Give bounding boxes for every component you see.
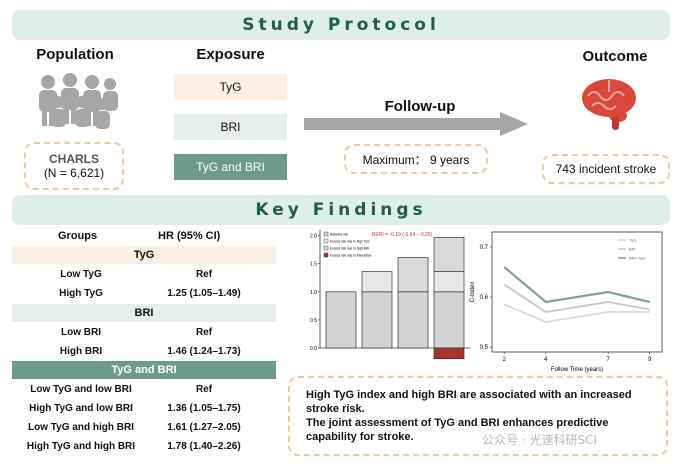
line-xlabel: Follow Time (years) xyxy=(551,367,603,373)
row-hr: 1.25 (1.05–1.49) xyxy=(167,288,241,299)
bar-y-tick-label: 2.0 xyxy=(310,234,317,240)
bar-y-tick-label: 0.0 xyxy=(310,346,317,352)
exposure-tyg-and-bri: TyG and BRI xyxy=(174,154,287,180)
arrow-icon xyxy=(304,112,528,136)
line-y-tick-label: 0.7 xyxy=(480,245,489,251)
table-row: Low TyG Ref xyxy=(12,265,276,285)
row-group: High TyG xyxy=(59,288,103,299)
line-x-tick-label: 4 xyxy=(544,357,548,363)
exposure-bri: BRI xyxy=(174,114,287,140)
watermark: 公众号 · 光速科研SCI xyxy=(482,433,597,447)
finding-1: High TyG index and high BRI are associat… xyxy=(306,389,632,415)
bar-segment-interaction xyxy=(433,347,465,360)
table-row: Low TyG and high BRI 1.61 (1.27–2.05) xyxy=(12,418,276,438)
line-legend-label: BRI+TyG xyxy=(629,256,645,261)
table-row: Low BRI Ref xyxy=(12,323,276,343)
line-series-bri-tyg xyxy=(503,266,651,304)
bar-legend-swatch xyxy=(323,245,329,251)
row-group: High TyG and high BRI xyxy=(26,441,136,452)
bar-segment-baseline xyxy=(397,291,429,349)
bar-legend-swatch xyxy=(323,238,329,244)
row-hr: 1.78 (1.40–2.26) xyxy=(167,441,241,452)
table-header: Groups HR (95% CI) xyxy=(12,228,276,244)
line-series-bri xyxy=(503,283,650,313)
followup-title: Follow-up xyxy=(384,98,456,115)
bar-y-tick-label: 0.5 xyxy=(310,318,317,324)
row-hr: Ref xyxy=(195,269,213,280)
table-section-tyg: TyG xyxy=(12,246,276,264)
bar-legend-swatch xyxy=(323,252,329,258)
table-row: High BRI 1.46 (1.24–1.73) xyxy=(12,342,276,362)
people-icon xyxy=(39,73,118,129)
row-hr: 1.61 (1.27–2.05) xyxy=(167,422,241,433)
bar-y-tick-label: 1.0 xyxy=(310,290,317,296)
bar-legend-label: Excess risk due to high TyG xyxy=(330,240,370,244)
study-protocol-banner: Study Protocol xyxy=(12,10,670,40)
finding-2: The joint assessment of TyG and BRI enha… xyxy=(306,417,609,443)
bar-y-tick-label: 1.5 xyxy=(310,262,317,268)
table-row: High TyG and high BRI 1.78 (1.40–2.26) xyxy=(12,437,276,457)
row-group: High BRI xyxy=(59,346,103,357)
table-header-groups: Groups xyxy=(58,230,98,242)
row-group: Low TyG and low BRI xyxy=(30,384,132,395)
bar-segment-bri xyxy=(433,236,465,272)
study-protocol-title: Study Protocol xyxy=(242,15,440,35)
bar-legend-swatch xyxy=(323,231,329,237)
bar-segment-baseline xyxy=(433,291,465,349)
bar-segment-bri xyxy=(397,257,429,293)
line-ylabel: C-index xyxy=(470,282,476,303)
exposure-tyg: TyG xyxy=(174,74,287,100)
outcome-result: 743 incident stroke xyxy=(555,162,657,176)
bar-legend-label: Excess risk due to interaction xyxy=(330,254,372,258)
row-group: High TyG and low BRI xyxy=(29,403,133,414)
line-plot-frame xyxy=(491,231,663,353)
reri-annotation: RERI = -0.19 (-0.64 – 0.26) xyxy=(372,232,433,238)
line-y-tick-label: 0.6 xyxy=(480,295,489,301)
line-legend-label: TyG xyxy=(629,238,636,243)
population-title: Population xyxy=(36,46,114,63)
cindex-line-chart: 2 4 7 9 0.5 0.6 0.7 TyG BRI BRI+TyG Follow Time … xyxy=(470,231,663,373)
table-row: High TyG 1.25 (1.05–1.49) xyxy=(12,284,276,304)
row-hr: Ref xyxy=(195,384,213,395)
line-series-tyg xyxy=(503,303,650,323)
population-name: CHARLS xyxy=(49,152,99,166)
row-group: Low TyG and high BRI xyxy=(28,422,134,433)
line-x-tick-label: 2 xyxy=(503,357,507,363)
bar-legend-label: Excess risk due to high BRI xyxy=(330,247,369,251)
table-section-bri: BRI xyxy=(12,304,276,322)
bar-segment-baseline xyxy=(361,291,393,349)
key-findings-title: Key Findings xyxy=(255,200,427,220)
outcome-title: Outcome xyxy=(582,48,648,65)
exposure-title: Exposure xyxy=(196,46,265,63)
outcome-box: 743 incident stroke xyxy=(542,154,670,184)
brain-icon xyxy=(582,79,636,130)
line-legend-label: BRI xyxy=(629,247,636,252)
followup-max-box: Maximum： 9 years xyxy=(344,144,488,174)
bar-segment-tyg xyxy=(361,271,393,293)
row-hr: 1.36 (1.05–1.75) xyxy=(167,403,241,414)
bar-segment-baseline xyxy=(325,291,357,349)
line-y-tick-label: 0.5 xyxy=(480,345,489,351)
line-x-tick-label: 7 xyxy=(607,357,611,363)
bar-legend-label: Baseline risk xyxy=(330,233,348,237)
line-x-tick-label: 9 xyxy=(648,357,652,363)
findings-box: High TyG index and high BRI are associat… xyxy=(288,376,668,456)
row-hr: Ref xyxy=(195,327,213,338)
population-box: CHARLS (N = 6,621) xyxy=(24,142,124,190)
row-group: Low TyG xyxy=(60,269,102,280)
reri-bar-chart: 0.0 0.5 1.0 1.5 2.0 RERI = -0.19 (-0.64 – 0.… xyxy=(310,230,470,360)
table-row: Low TyG and low BRI Ref xyxy=(12,380,276,400)
table-header-hr: HR (95% CI) xyxy=(158,230,221,242)
bar-segment-tyg xyxy=(433,271,465,293)
row-hr: 1.46 (1.24–1.73) xyxy=(167,346,241,357)
row-group: Low BRI xyxy=(61,327,101,338)
population-count: (N = 6,621) xyxy=(43,166,105,180)
table-section-tyg-and-bri: TyG and BRI xyxy=(12,361,276,379)
table-row: High TyG and low BRI 1.36 (1.05–1.75) xyxy=(12,399,276,419)
followup-max: Maximum： 9 years xyxy=(362,152,470,167)
key-findings-banner: Key Findings xyxy=(12,195,670,225)
